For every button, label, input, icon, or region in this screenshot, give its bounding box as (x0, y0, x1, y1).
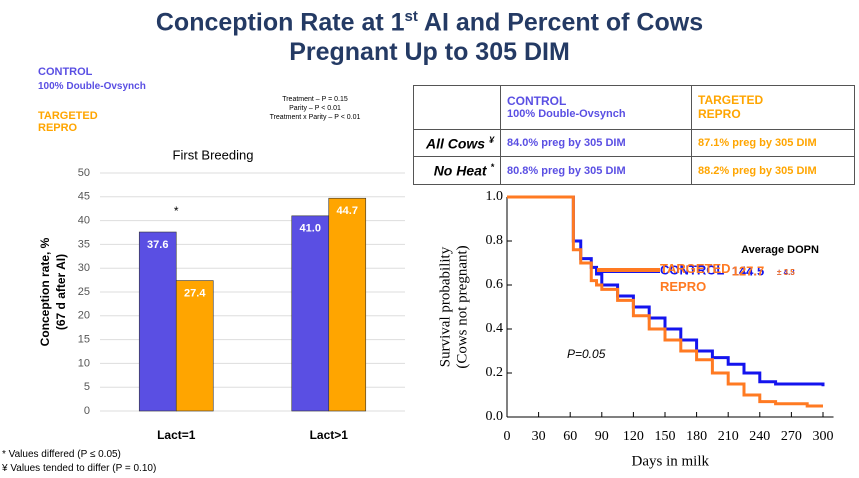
row-label: No Heat (433, 162, 487, 179)
cell: 87.1% preg by 305 DIM (691, 128, 855, 158)
y-tick-label: 30 (78, 262, 90, 274)
x-tick-label: Lact>1 (310, 428, 349, 442)
footnote: ¥ Values tended to differ (P = 0.10) (2, 463, 157, 474)
bar (328, 197, 367, 412)
x-tick-label: 210 (718, 429, 739, 444)
legend-note: 100% Double-Ovsynch (38, 81, 146, 92)
y-tick-label: 0.4 (486, 321, 504, 336)
x-label: Days in milk (632, 453, 710, 469)
y-tick-label: 50 (78, 167, 90, 179)
cell: 88.2% preg by 305 DIM (691, 156, 855, 185)
bar (175, 280, 214, 412)
annotation: P=0.05 (567, 347, 606, 361)
y-tick-label: 35 (78, 238, 90, 250)
annotation: * (174, 204, 179, 218)
x-tick-label: 60 (563, 429, 577, 444)
y-tick-label: 15 (78, 334, 90, 346)
legend-targeted: TARGETED REPRO (38, 110, 98, 134)
y-label: (67 d after AI) (54, 254, 68, 330)
x-tick-label: 240 (749, 429, 770, 444)
annotation: Average DOPN (741, 244, 819, 256)
survival-curve (507, 195, 825, 387)
annotation: ± 3.5 (777, 268, 795, 277)
y-tick-label: 0.8 (486, 233, 504, 248)
x-tick-label: 300 (812, 429, 833, 444)
footnote: * Values differed (P ≤ 0.05) (2, 449, 121, 460)
row-label: All Cows (425, 135, 486, 152)
data-label: 44.7 (337, 205, 358, 217)
stat: Parity – P < 0.01 (289, 105, 341, 112)
annotation: 144.5 (732, 263, 765, 278)
chart-title: First Breeding (173, 147, 254, 162)
col-head: CONTROL 100% Double-Ovsynch (500, 85, 692, 130)
title-part: Conception Rate at 1 (155, 8, 405, 37)
x-tick-label: 120 (623, 429, 644, 444)
y-tick-label: 25 (78, 286, 90, 298)
stat: Treatment – P = 0.15 (282, 96, 348, 103)
stats: Treatment – P = 0.15 Parity – P < 0.01 T… (255, 95, 375, 122)
col-name: CONTROL (507, 94, 567, 109)
bar (138, 231, 177, 412)
title-sup: st (404, 8, 418, 25)
y-label: (Cows not pregnant) (454, 245, 470, 368)
legend-targeted: TARGETED REPRO (660, 261, 731, 294)
y-tick-label: 5 (84, 381, 90, 393)
data-label: 27.4 (184, 287, 206, 299)
legend-control: CONTROL (38, 66, 93, 78)
row-head: All Cows ¥ (413, 128, 501, 158)
y-tick-label: 40 (78, 215, 90, 227)
y-tick-label: 0 (84, 405, 90, 417)
y-tick-label: 0.0 (486, 409, 504, 424)
summary-table: CONTROL 100% Double-Ovsynch TARGETED REPR… (413, 85, 855, 185)
annotation: ± 4.3 (777, 268, 795, 277)
bar (291, 215, 330, 412)
x-tick-label: 180 (686, 429, 707, 444)
x-tick-label: 270 (781, 429, 802, 444)
x-tick-label: 150 (654, 429, 675, 444)
corner (413, 85, 501, 130)
x-tick-label: 30 (532, 429, 546, 444)
y-tick-label: 1.0 (486, 189, 504, 204)
x-tick-label: 0 (504, 429, 511, 444)
x-tick-label: Lact=1 (157, 428, 196, 442)
legend-label: CONTROL (660, 262, 724, 277)
title-part: Pregnant Up to 305 DIM (289, 38, 570, 67)
row-head: No Heat * (413, 156, 501, 185)
cell: 84.0% preg by 305 DIM (500, 128, 692, 158)
row-mark: ¥ (488, 134, 494, 145)
y-label: Conception rate, % (38, 237, 52, 346)
title-part: AI and Percent of Cows (417, 8, 704, 37)
annotation: 127.7 (732, 263, 765, 278)
y-tick-label: 20 (78, 310, 90, 322)
x-tick-label: 90 (595, 429, 609, 444)
cell: 80.8% preg by 305 DIM (500, 156, 692, 185)
row-mark: * (490, 162, 494, 173)
col-note: 100% Double-Ovsynch (507, 108, 626, 121)
survival-curve (507, 195, 823, 408)
col-name: TARGETED REPRO (698, 93, 764, 122)
y-tick-label: 45 (78, 191, 90, 203)
slide-title: Conception Rate at 1st AI and Percent of… (0, 2, 859, 67)
data-label: 41.0 (300, 223, 321, 235)
y-tick-label: 0.6 (486, 277, 504, 292)
stat: Treatment x Parity – P < 0.01 (269, 114, 361, 121)
col-head: TARGETED REPRO (691, 85, 855, 130)
y-tick-label: 10 (78, 357, 90, 369)
data-label: 37.6 (147, 239, 168, 251)
y-tick-label: 0.2 (486, 365, 504, 380)
y-label: Survival probability (437, 246, 453, 367)
